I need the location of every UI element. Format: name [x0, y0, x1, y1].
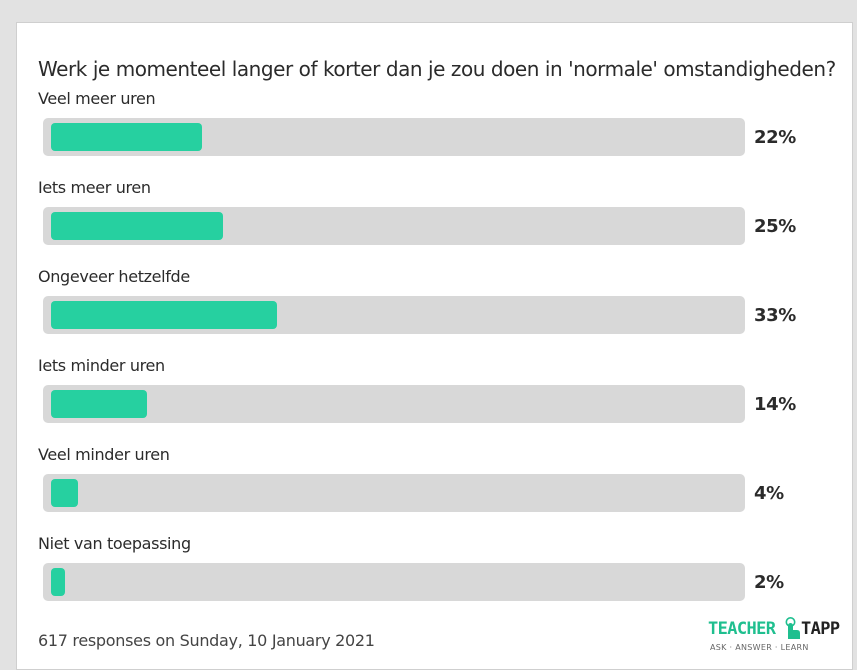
- percent-label: 22%: [754, 127, 796, 148]
- logo-word-teacher: TEACHER: [708, 619, 776, 639]
- hand-tap-icon: [785, 617, 800, 639]
- bar-track: [43, 474, 745, 512]
- poll-card: Werk je momenteel langer of korter dan j…: [16, 22, 853, 670]
- option-label: Veel minder uren: [38, 445, 170, 464]
- logo-tagline: ASK · ANSWER · LEARN: [710, 643, 809, 652]
- bar-fill: [51, 479, 79, 507]
- teachertapp-logo: TEACHER TAPP ASK · ANSWER · LEARN: [708, 617, 840, 659]
- bar-fill: [51, 568, 65, 596]
- option-label: Iets minder uren: [38, 356, 165, 375]
- option-label: Niet van toepassing: [38, 534, 191, 553]
- chart-title: Werk je momenteel langer of korter dan j…: [38, 57, 836, 81]
- poll-chart: Veel meer uren 22% Iets meer uren 25% Ongeve…: [17, 23, 854, 623]
- percent-label: 4%: [754, 483, 784, 504]
- logo-word-tapp: TAPP: [801, 619, 840, 639]
- percent-label: 14%: [754, 394, 796, 415]
- bar-track: [43, 385, 745, 423]
- option-label: Veel meer uren: [38, 89, 156, 108]
- percent-label: 25%: [754, 216, 796, 237]
- responses-footer: 617 responses on Sunday, 10 January 2021: [38, 631, 375, 650]
- bar-fill: [51, 123, 202, 151]
- bar-track: [43, 563, 745, 601]
- percent-label: 2%: [754, 572, 784, 593]
- option-label: Ongeveer hetzelfde: [38, 267, 190, 286]
- bar-fill: [51, 212, 223, 240]
- bar-fill: [51, 390, 148, 418]
- bar-fill: [51, 301, 278, 329]
- percent-label: 33%: [754, 305, 796, 326]
- option-label: Iets meer uren: [38, 178, 151, 197]
